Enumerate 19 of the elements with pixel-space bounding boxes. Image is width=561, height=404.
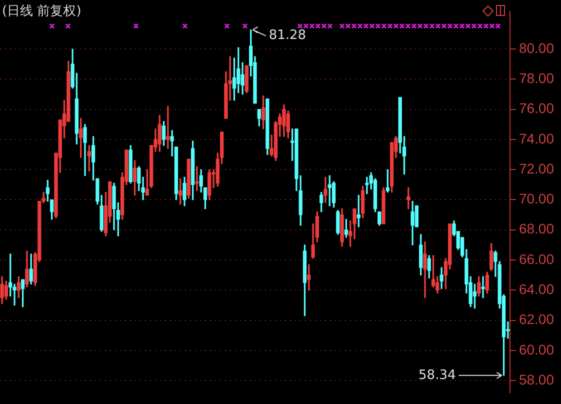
- y-tick-label: 66.00: [518, 250, 554, 267]
- candlestick: [365, 176, 369, 194]
- candlestick: [324, 176, 328, 204]
- y-tick-label: 62.00: [518, 311, 554, 328]
- chart-title: (日线 前复权): [2, 3, 82, 20]
- y-tick-label: 76.00: [518, 100, 554, 116]
- annotation: 81.28: [268, 28, 306, 44]
- y-tick-label: 78.00: [518, 70, 554, 86]
- y-tick-label: 70.00: [518, 190, 554, 207]
- candlestick: [481, 276, 485, 298]
- y-tick-label: 58.00: [518, 371, 554, 388]
- y-tick-label: 80.00: [518, 40, 554, 56]
- y-tick-label: 74.00: [518, 130, 554, 146]
- annotation: 58.34: [418, 368, 456, 383]
- y-tick-label: 64.00: [518, 281, 554, 297]
- candlestick: [195, 166, 199, 192]
- y-tick-label: 68.00: [518, 220, 554, 237]
- y-tick-label: 72.00: [518, 160, 554, 176]
- y-tick-label: 60.00: [518, 341, 554, 358]
